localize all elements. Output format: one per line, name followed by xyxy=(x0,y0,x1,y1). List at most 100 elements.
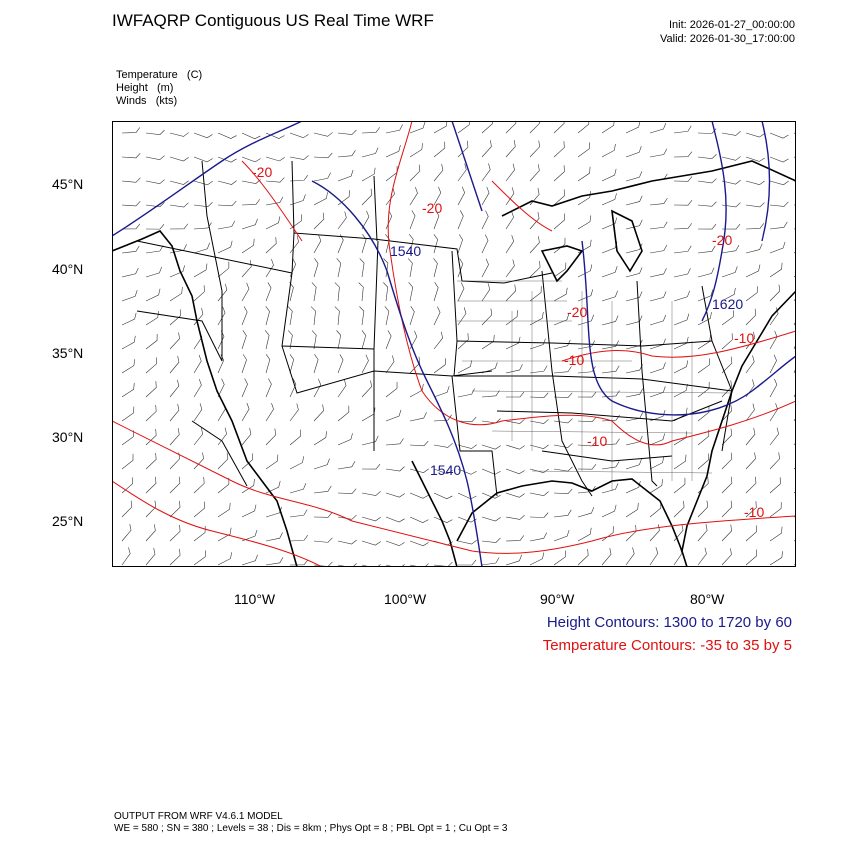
wind-barb xyxy=(169,309,181,326)
wind-barb xyxy=(625,219,643,230)
wind-barb xyxy=(649,197,668,206)
wind-barb xyxy=(649,524,660,542)
wind-barb xyxy=(193,354,202,374)
wind-barb xyxy=(265,216,281,230)
wind-barb xyxy=(289,535,308,542)
wind-barb xyxy=(481,308,493,326)
wind-barb xyxy=(505,468,525,475)
wind-barb xyxy=(313,152,333,159)
wind-barb xyxy=(577,441,597,447)
wind-barb xyxy=(697,154,717,160)
wind-barb xyxy=(481,390,500,398)
wind-barb xyxy=(313,485,332,494)
wind-barb xyxy=(289,175,309,182)
wind-barb xyxy=(241,260,252,278)
wind-barb xyxy=(361,147,379,158)
valid-time: Valid: 2026-01-30_17:00:00 xyxy=(660,33,795,45)
wind-barb xyxy=(649,148,668,158)
wind-barb xyxy=(697,500,709,518)
wind-barb xyxy=(217,220,236,230)
wind-barb xyxy=(553,165,565,182)
wind-barb xyxy=(145,381,157,398)
wind-barb xyxy=(193,526,206,542)
wind-barb xyxy=(625,388,643,398)
wind-barb xyxy=(289,429,302,446)
wind-barb xyxy=(457,416,477,423)
wind-barb xyxy=(289,132,309,139)
wind-barb xyxy=(793,528,796,542)
wind-barb xyxy=(385,466,405,472)
wind-barb xyxy=(241,402,250,422)
wind-barb xyxy=(673,151,693,158)
wind-barb xyxy=(337,190,350,206)
wind-barb xyxy=(505,163,515,182)
wind-barb xyxy=(385,330,392,350)
wind-barb xyxy=(383,258,389,278)
wind-barb xyxy=(649,338,666,350)
wind-barb xyxy=(529,286,542,302)
wind-barb xyxy=(409,412,427,422)
wind-barb xyxy=(697,178,717,184)
wind-barb xyxy=(145,179,165,185)
wind-barb xyxy=(169,403,180,422)
wind-barb xyxy=(625,291,643,302)
wind-barb xyxy=(649,314,667,326)
wind-barb xyxy=(289,483,307,494)
wind-barb xyxy=(649,221,668,230)
wind-barb xyxy=(673,384,688,398)
wind-barb xyxy=(793,553,796,566)
wind-barb xyxy=(385,210,393,230)
wind-barb xyxy=(337,488,357,494)
wind-barb xyxy=(334,282,340,302)
wind-barb xyxy=(121,127,141,134)
wind-barb xyxy=(287,306,293,326)
wind-barb xyxy=(697,453,709,470)
wind-barb xyxy=(169,286,183,302)
wind-barb xyxy=(457,186,466,206)
wind-barb xyxy=(697,382,710,398)
wind-barb xyxy=(457,140,469,158)
wind-barb xyxy=(745,264,761,278)
wind-barb xyxy=(334,306,340,326)
wind-barb xyxy=(241,306,248,326)
wind-barb xyxy=(769,156,789,163)
wind-barb xyxy=(241,378,248,398)
wind-barb xyxy=(409,187,418,206)
wind-barb xyxy=(769,452,780,470)
wind-barb xyxy=(217,330,225,350)
wind-barb xyxy=(289,559,309,566)
wind-barb xyxy=(577,527,592,542)
wind-barb xyxy=(433,234,438,254)
lon-label-100w: 100°W xyxy=(384,591,427,607)
height-label: 1540 xyxy=(390,243,421,259)
wind-barb xyxy=(553,237,566,254)
wind-barb xyxy=(457,210,464,230)
wind-barb xyxy=(457,559,477,566)
temperature-contour-legend: Temperature Contours: -35 to 35 by 5 xyxy=(542,637,792,654)
wind-barb xyxy=(361,188,373,206)
wind-barb xyxy=(145,266,163,278)
wind-barb xyxy=(649,291,667,302)
wind-barb xyxy=(793,219,796,230)
wind-barb xyxy=(505,310,518,326)
wind-barb xyxy=(673,223,693,230)
wind-barb xyxy=(433,306,441,326)
wind-barb xyxy=(721,476,733,494)
wind-barb xyxy=(241,156,261,163)
wind-barb xyxy=(457,163,467,182)
wind-barb xyxy=(265,177,285,183)
lat-label-40n: 40°N xyxy=(52,261,84,277)
wind-barb xyxy=(769,403,778,422)
wind-barb xyxy=(601,217,618,230)
wind-barb xyxy=(793,478,796,494)
footer-config: WE = 580 ; SN = 380 ; Levels = 38 ; Dis … xyxy=(114,823,508,834)
wind-barb xyxy=(601,504,617,518)
wind-barb xyxy=(193,550,206,566)
wind-barb xyxy=(121,177,141,183)
wind-barb xyxy=(625,547,635,566)
wind-barb xyxy=(457,388,475,398)
wind-barb xyxy=(529,164,540,182)
wind-barb xyxy=(169,379,180,398)
field-temperature: Temperature (C) xyxy=(116,69,203,81)
temp-label: -10 xyxy=(734,330,754,346)
